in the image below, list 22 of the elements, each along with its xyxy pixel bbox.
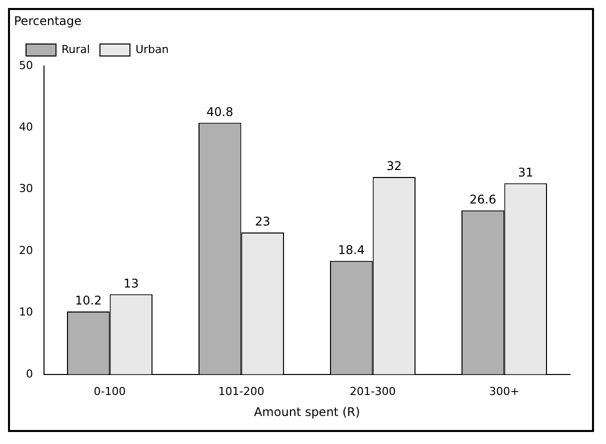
data-label: 18.4 — [338, 243, 365, 258]
x-tick-label: 201-300 — [350, 384, 396, 398]
y-tick-label: 20 — [18, 244, 33, 257]
data-label: 31 — [518, 165, 534, 180]
y-tick-label: 40 — [18, 120, 33, 134]
x-tick-label: 300+ — [489, 384, 520, 398]
x-tick-label: 0-100 — [94, 384, 126, 398]
x-axis-title: Amount spent (R) — [254, 404, 360, 419]
y-tick-label: 30 — [18, 182, 33, 196]
legend-label: Urban — [135, 42, 169, 56]
y-axis-title: Percentage — [14, 14, 82, 28]
data-label: 40.8 — [206, 104, 234, 119]
data-label: 13 — [123, 276, 139, 290]
data-label: 23 — [254, 214, 270, 229]
y-tick-label: 0 — [26, 367, 33, 380]
data-label: 32 — [386, 159, 402, 174]
data-label: 26.6 — [470, 192, 496, 206]
x-tick-label: 101-200 — [218, 384, 264, 398]
data-label: 10.2 — [75, 294, 102, 308]
y-tick-label: 10 — [18, 306, 33, 319]
y-tick-label: 50 — [18, 58, 33, 72]
legend-label: Rural — [62, 42, 90, 56]
